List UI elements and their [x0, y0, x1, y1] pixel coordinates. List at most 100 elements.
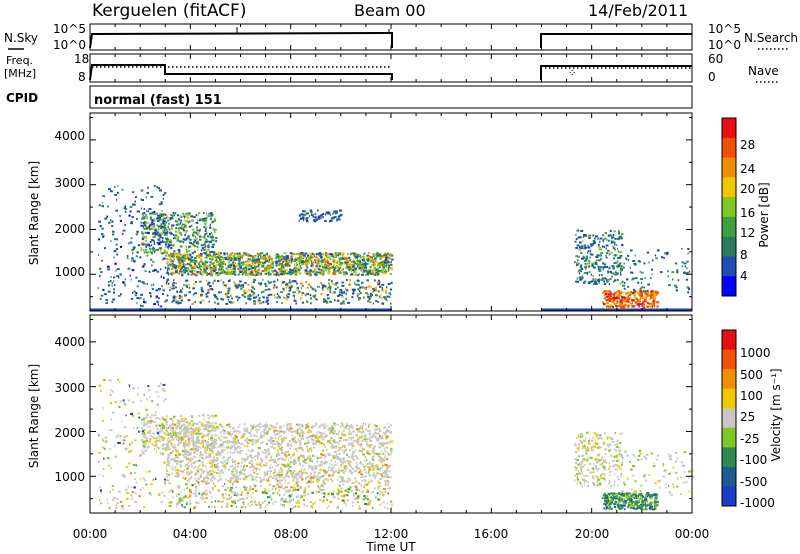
data-cell: [315, 298, 318, 301]
data-cell: [226, 441, 229, 444]
data-cell: [223, 429, 226, 432]
data-cell: [258, 428, 260, 431]
data-cell: [279, 475, 283, 478]
data-cell: [238, 264, 241, 267]
data-cell: [221, 462, 224, 465]
data-cell: [334, 461, 337, 464]
data-cell: [297, 254, 300, 257]
data-cell: [330, 466, 334, 469]
data-cell: [177, 227, 181, 230]
data-cell: [369, 260, 372, 263]
data-cell: [111, 220, 114, 223]
data-cell: [177, 252, 181, 255]
data-cell: [300, 293, 303, 296]
data-cell: [346, 289, 349, 292]
data-cell: [182, 428, 186, 431]
data-cell: [178, 431, 182, 434]
data-cell: [268, 268, 271, 270]
data-cell: [621, 305, 624, 308]
data-cell: [376, 432, 379, 435]
data-cell: [339, 261, 343, 264]
data-cell: [130, 237, 133, 240]
data-cell: [364, 438, 367, 441]
data-cell: [142, 249, 145, 252]
data-cell: [154, 219, 156, 222]
data-cell: [212, 243, 215, 246]
data-cell: [280, 267, 284, 270]
data-cell: [168, 473, 171, 476]
data-cell: [154, 241, 156, 244]
data-cell: [225, 285, 227, 288]
data-cell: [213, 265, 216, 268]
data-cell: [340, 437, 342, 440]
data-cell: [341, 269, 343, 272]
data-cell: [210, 288, 213, 290]
data-cell: [135, 276, 138, 279]
data-cell: [241, 461, 244, 464]
data-cell: [289, 466, 291, 469]
data-cell: [388, 441, 391, 444]
data-cell: [254, 265, 257, 268]
data-cell: [252, 439, 254, 442]
data-cell: [194, 292, 197, 295]
data-cell: [321, 287, 324, 290]
data-cell: [276, 301, 278, 304]
data-cell: [367, 425, 369, 428]
data-cell: [249, 455, 251, 458]
data-cell: [259, 254, 262, 257]
data-cell: [150, 195, 154, 198]
data-cell: [225, 302, 229, 305]
data-cell: [390, 440, 394, 443]
data-cell: [163, 249, 166, 252]
data-cell: [102, 195, 106, 198]
data-cell: [214, 442, 218, 445]
data-cell: [614, 254, 616, 257]
data-cell: [266, 430, 269, 433]
data-cell: [377, 263, 379, 266]
data-cell: [201, 461, 204, 464]
data-cell: [314, 434, 317, 437]
data-cell: [290, 286, 293, 289]
data-cell: [142, 265, 145, 268]
data-cell: [596, 254, 600, 257]
data-cell: [365, 288, 367, 290]
data-cell: [124, 278, 126, 281]
data-cell: [364, 264, 367, 267]
data-cell: [378, 442, 382, 445]
data-cell: [369, 292, 372, 295]
data-cell: [324, 261, 328, 263]
data-cell: [385, 475, 388, 478]
data-cell: [389, 295, 391, 298]
data-cell: [643, 290, 646, 292]
data-cell: [171, 465, 173, 468]
data-cell: [335, 270, 337, 273]
data-cell: [370, 294, 373, 296]
data-cell: [576, 229, 580, 232]
data-cell: [230, 301, 233, 304]
data-cell: [236, 252, 239, 255]
data-cell: [217, 260, 221, 263]
data-cell: [576, 244, 580, 247]
data-cell: [180, 295, 183, 298]
data-cell: [254, 270, 258, 273]
data-cell: [281, 262, 284, 265]
data-cell: [206, 472, 210, 475]
data-cell: [143, 251, 146, 254]
data-cell: [220, 461, 223, 464]
data-cell: [364, 433, 366, 436]
data-cell: [208, 250, 211, 253]
data-cell: [310, 212, 312, 214]
power-panel: 4000 3000 2000 1000 Slant Range [km] 28 …: [27, 112, 771, 312]
data-cell: [383, 266, 385, 269]
data-cell: [259, 252, 261, 255]
data-cell: [360, 266, 362, 269]
data-cell: [189, 449, 193, 452]
data-cell: [185, 269, 188, 272]
data-cell: [329, 289, 331, 292]
data-cell: [239, 471, 242, 474]
data-cell: [180, 299, 183, 302]
data-cell: [366, 259, 369, 262]
data-cell: [356, 260, 359, 263]
data-cell: [248, 254, 252, 257]
data-cell: [264, 267, 268, 270]
